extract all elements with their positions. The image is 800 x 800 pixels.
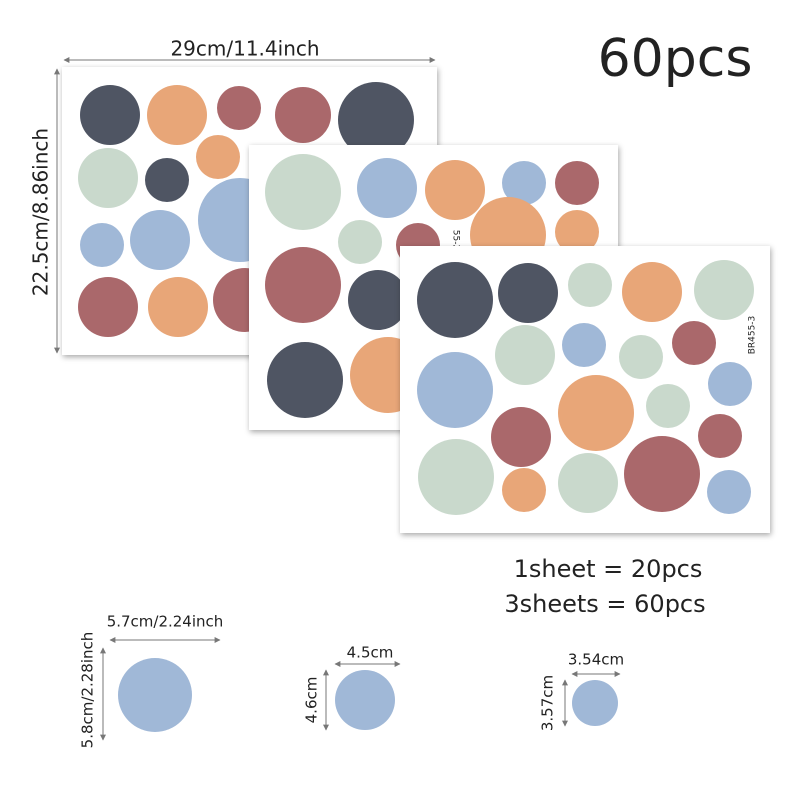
size-small: 3.54cm 3.57cm	[539, 651, 625, 732]
sheet-code: 55-2	[451, 230, 461, 250]
quantity-line: 3sheets = 60pcs	[504, 590, 705, 618]
quantity-line: 1sheet = 20pcs	[514, 555, 703, 583]
sheet-code: BR455-3	[748, 316, 758, 355]
size-height: 4.6cm	[303, 677, 321, 724]
title: 60pcs	[598, 29, 753, 89]
size-width: 4.5cm	[347, 644, 394, 662]
size-large: 5.7cm/2.24inch 5.8cm/2.28inch	[79, 613, 224, 749]
size-height: 3.57cm	[539, 675, 557, 731]
size-height: 5.8cm/2.28inch	[79, 632, 97, 749]
size-width: 5.7cm/2.24inch	[107, 613, 224, 631]
sheet-3: BR455-3	[400, 246, 770, 533]
sheet-height: 22.5cm/8.86inch	[29, 128, 53, 296]
size-medium: 4.5cm 4.6cm	[303, 644, 401, 731]
sheet-width: 29cm/11.4inch	[170, 37, 319, 61]
size-width: 3.54cm	[568, 651, 624, 669]
